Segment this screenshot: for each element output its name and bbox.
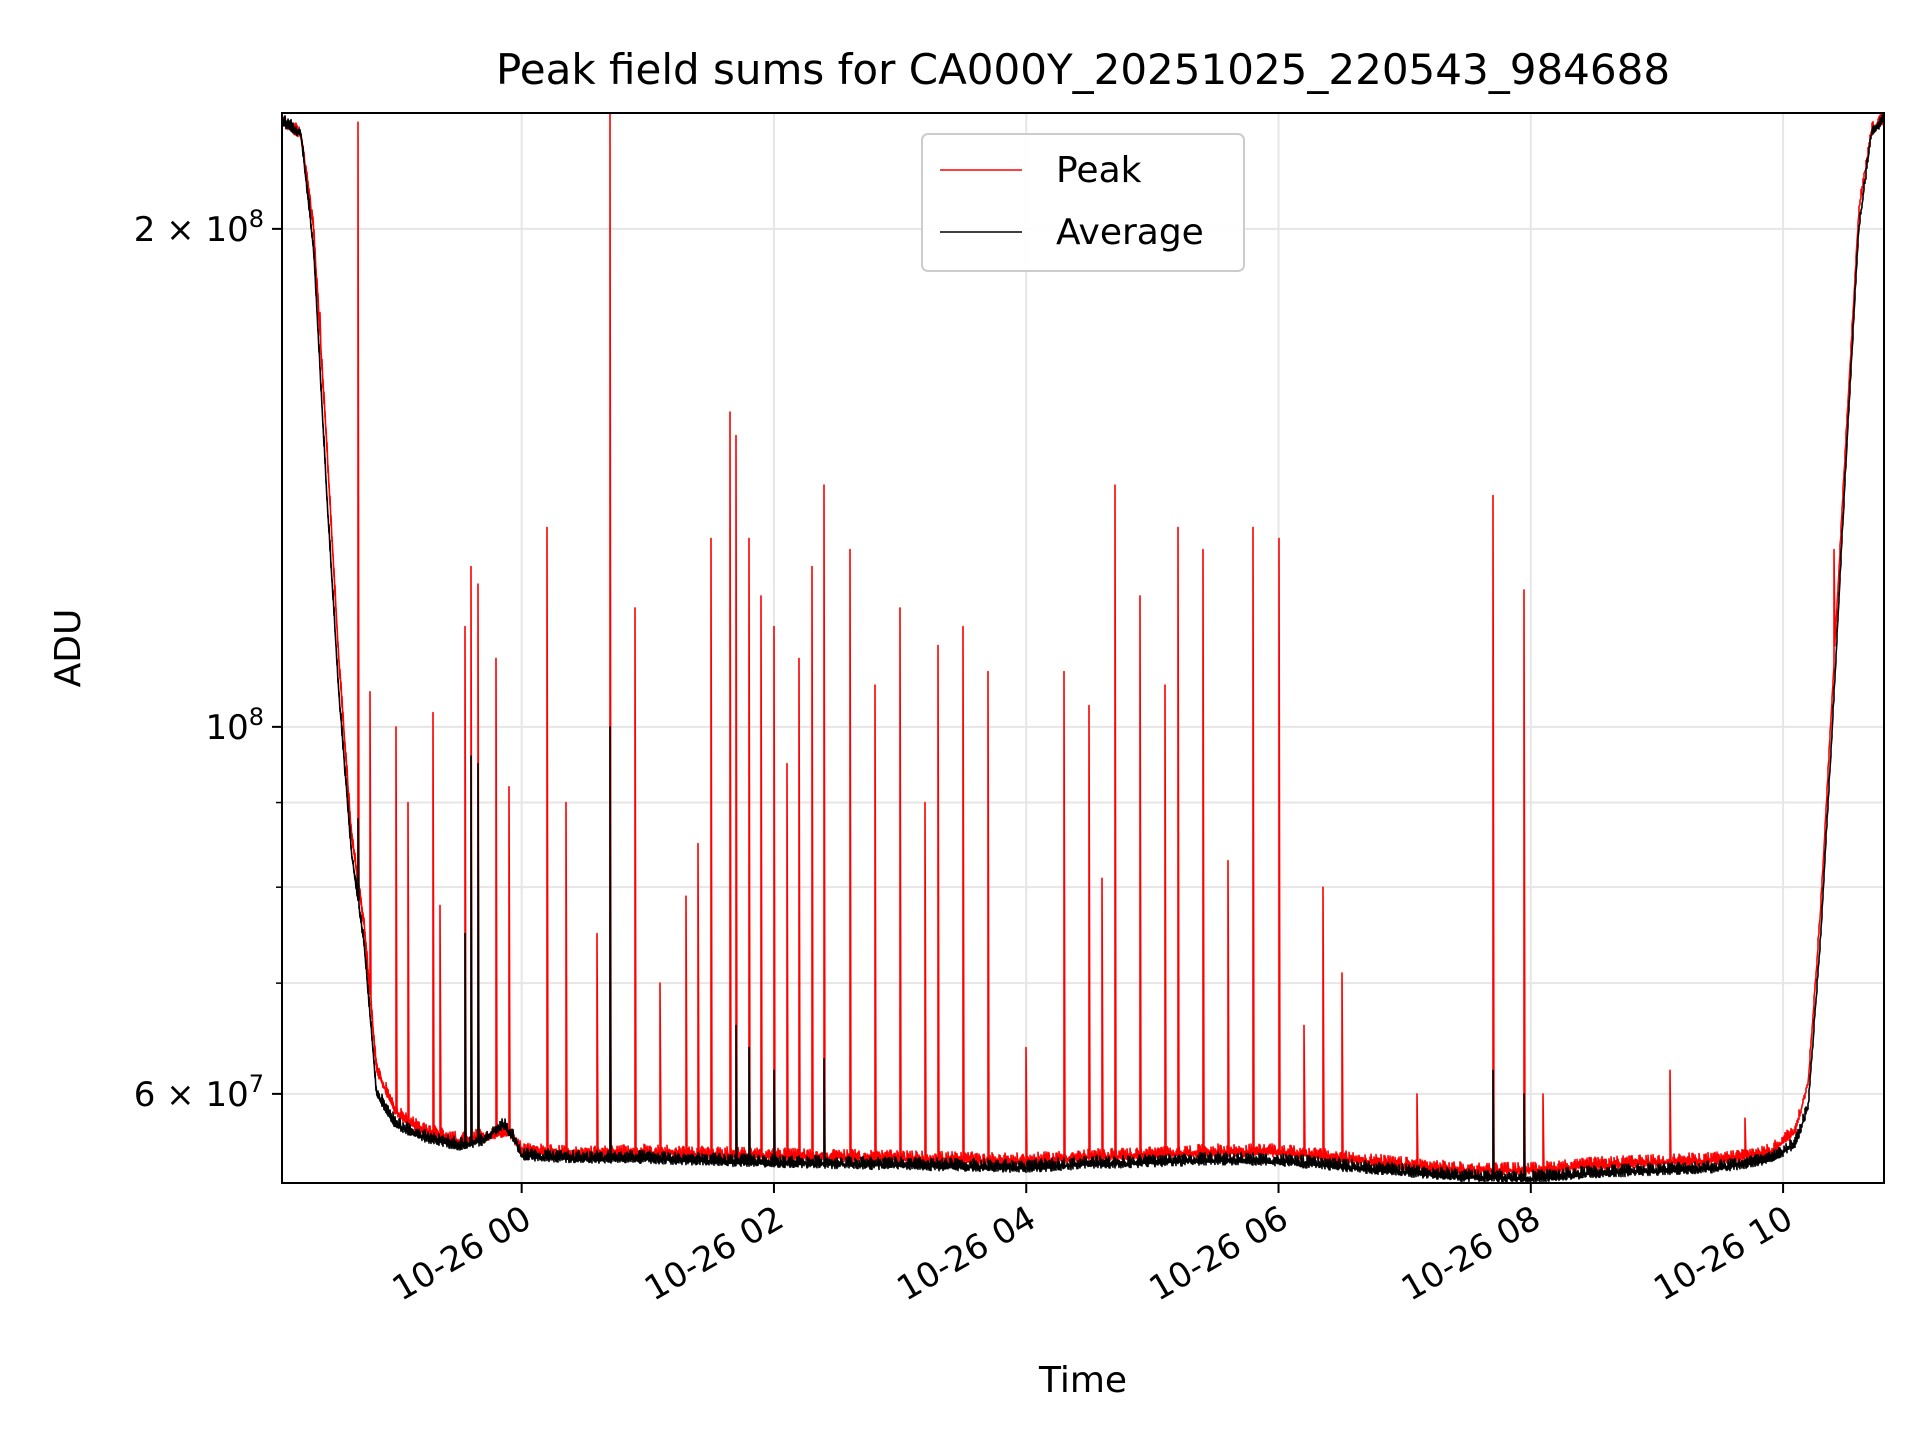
legend: Peak Average xyxy=(921,133,1245,272)
y-tick-label: 6 × 107 xyxy=(134,1070,264,1115)
series-line-average xyxy=(282,113,1884,1183)
legend-label-peak: Peak xyxy=(1056,150,1142,191)
plot-frame xyxy=(281,112,1885,1184)
legend-box xyxy=(921,133,1245,272)
series-layer xyxy=(282,113,1884,1183)
y-tick-label: 2 × 108 xyxy=(134,205,264,250)
y-axis-label: ADU xyxy=(48,609,89,688)
y-tick-label: 108 xyxy=(205,703,264,748)
x-axis-label: Time xyxy=(1038,1360,1127,1401)
legend-label-average: Average xyxy=(1056,212,1204,253)
chart-title: Peak field sums for CA000Y_20251025_2205… xyxy=(496,45,1670,94)
